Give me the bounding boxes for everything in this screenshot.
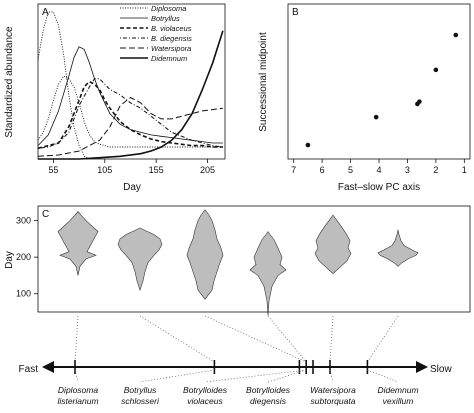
panel-b-label: B bbox=[292, 7, 299, 18]
panel-b-x-tick-label: 6 bbox=[320, 165, 325, 175]
panel-b-x-tick-label: 3 bbox=[405, 165, 410, 175]
connector-line bbox=[329, 315, 334, 363]
panel-a-frame bbox=[37, 3, 226, 160]
violin bbox=[57, 211, 99, 276]
connector-line bbox=[74, 315, 79, 363]
panel-c-y-tick-label: 100 bbox=[16, 289, 31, 299]
name-connector bbox=[139, 369, 215, 383]
panel-b-x-tick-label: 2 bbox=[433, 165, 438, 175]
axis-label-fast: Fast bbox=[19, 364, 39, 375]
species-name-epithet: diegensis bbox=[250, 396, 287, 406]
panel-c-y-tick-label: 300 bbox=[16, 216, 31, 226]
panel-a-ylabel: Standardized abundance bbox=[4, 26, 15, 138]
panel-a-legend-entry: B. diegensis bbox=[151, 34, 192, 43]
species-name-genus: Diplosoma bbox=[58, 385, 98, 395]
panel-a-series bbox=[37, 11, 224, 160]
species-name-epithet: listerianum bbox=[57, 396, 98, 406]
panel-b-x-tick-label: 1 bbox=[462, 165, 467, 175]
panel-c-violins bbox=[57, 209, 419, 316]
name-connector bbox=[329, 369, 334, 383]
panel-c: C Day 100 200 300 Fast Slow Diplosomaliste… bbox=[4, 205, 471, 406]
panel-a-xlabel: Day bbox=[123, 182, 141, 193]
species-name-epithet: violaceus bbox=[187, 396, 223, 406]
panel-a-x-tick-label: 155 bbox=[149, 165, 164, 175]
panel-a-legend-entry: Watersipora bbox=[151, 44, 191, 53]
species-name-epithet: vexillum bbox=[383, 396, 414, 406]
name-connector bbox=[367, 369, 399, 383]
axis-label-slow: Slow bbox=[430, 364, 452, 375]
species-name-epithet: subtorquata bbox=[311, 396, 356, 406]
axis-arrow-right bbox=[416, 361, 428, 373]
panel-a-x-tick-label: 205 bbox=[200, 165, 215, 175]
panel-a-x-ticks: 55 105 155 205 bbox=[48, 159, 215, 175]
species-name-epithet: schlosseri bbox=[121, 396, 160, 406]
violin bbox=[186, 209, 224, 300]
name-connector bbox=[74, 369, 79, 383]
connector-line bbox=[267, 315, 307, 363]
panel-a-legend-entry: Didemnum bbox=[151, 54, 187, 63]
panel-a-label: A bbox=[42, 7, 49, 18]
name-connector bbox=[204, 369, 307, 383]
fast-slow-axis bbox=[42, 360, 428, 374]
panel-b-x-tick-label: 4 bbox=[376, 165, 381, 175]
panel-a-diplosoma-line bbox=[37, 11, 90, 160]
connector-line bbox=[367, 315, 399, 363]
panel-b: B Successional midpoint Fast–slow PC axi… bbox=[258, 3, 471, 193]
panel-a-series-line bbox=[37, 78, 223, 149]
species-name-genus: Botrylloides bbox=[246, 385, 291, 395]
panel-a-series-line bbox=[37, 46, 223, 146]
panel-a-series-line bbox=[37, 75, 223, 148]
panel-a-series-line bbox=[37, 80, 223, 150]
panel-a-x-tick-label: 55 bbox=[48, 165, 58, 175]
panel-b-point bbox=[373, 114, 379, 120]
panel-b-point bbox=[433, 67, 439, 73]
panel-c-y-tick-label: 200 bbox=[16, 252, 31, 262]
species-name-genus: Botryllus bbox=[124, 385, 157, 395]
panel-a-series-line bbox=[38, 30, 224, 160]
panel-b-xlabel: Fast–slow PC axis bbox=[338, 182, 420, 193]
panel-a-legend-entry: B. violaceus bbox=[151, 24, 192, 33]
panel-b-frame bbox=[287, 3, 471, 160]
violin bbox=[377, 229, 419, 267]
panel-c-y-ticks: 100 200 300 bbox=[16, 216, 38, 299]
species-name-genus: Watersipora bbox=[310, 385, 356, 395]
connector-line bbox=[139, 315, 215, 363]
panel-a-legend-entry: Diplosoma bbox=[151, 4, 186, 13]
species-name-genus: Didemnum bbox=[377, 385, 418, 395]
violin bbox=[249, 231, 287, 316]
panel-b-points bbox=[305, 32, 459, 148]
panel-a: A Standardized abundance Day 55 105 155 205… bbox=[4, 3, 226, 193]
panel-a-series-line bbox=[37, 96, 223, 157]
species-name-genus: Botrylloides bbox=[183, 385, 228, 395]
panel-a-x-tick-label: 105 bbox=[97, 165, 112, 175]
violin bbox=[117, 227, 163, 292]
panel-c-connectors bbox=[74, 315, 399, 363]
panel-c-ylabel: Day bbox=[4, 251, 15, 269]
panel-b-point bbox=[305, 142, 311, 148]
panel-b-ylabel: Successional midpoint bbox=[258, 32, 269, 132]
name-connector bbox=[267, 369, 307, 383]
panel-a-legend-entry: Botryllus bbox=[151, 14, 180, 23]
connector-line bbox=[204, 315, 307, 363]
panel-b-point bbox=[417, 99, 422, 104]
panel-b-x-ticks: 7 6 5 4 3 2 1 bbox=[291, 159, 467, 175]
violin bbox=[314, 214, 352, 275]
panel-c-label: C bbox=[42, 209, 49, 220]
panel-b-x-tick-label: 5 bbox=[348, 165, 353, 175]
panel-c-frame bbox=[37, 205, 471, 313]
panel-b-x-tick-label: 7 bbox=[291, 165, 296, 175]
axis-arrow-left bbox=[42, 361, 54, 373]
panel-b-point bbox=[453, 32, 459, 38]
